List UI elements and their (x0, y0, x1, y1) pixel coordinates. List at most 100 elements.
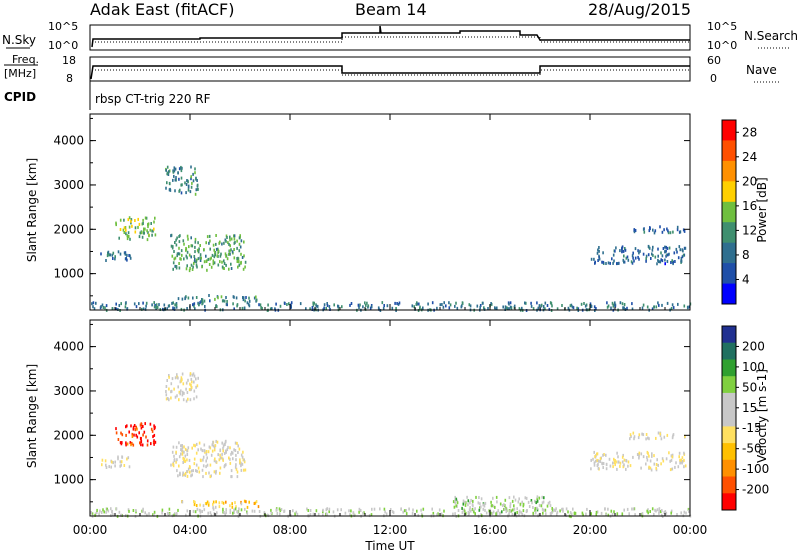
data-cell (663, 511, 666, 514)
velocity-colorbar-label: Velocity [m s-1] (755, 369, 769, 463)
data-cell (633, 228, 636, 232)
data-cell (556, 510, 559, 514)
data-cell (198, 508, 201, 512)
data-cell (246, 301, 249, 305)
data-cell (145, 216, 148, 220)
data-cell (210, 256, 212, 260)
data-cell (232, 457, 234, 461)
data-cell (366, 301, 368, 305)
data-cell (151, 229, 153, 233)
data-cell (184, 471, 187, 475)
data-cell (124, 226, 127, 229)
data-cell (223, 241, 225, 245)
data-cell (115, 507, 118, 511)
data-cell (126, 237, 129, 241)
data-cell (133, 302, 136, 306)
data-cell (248, 299, 251, 303)
data-cell (622, 453, 624, 457)
data-cell (678, 451, 681, 455)
data-cell (562, 509, 564, 513)
data-cell (553, 508, 555, 512)
velocity-ylabel: Slant Range [km] (25, 364, 39, 468)
data-cell (280, 508, 283, 511)
data-cell (623, 458, 626, 462)
data-cell (651, 452, 653, 456)
data-cell (162, 307, 164, 311)
data-cell (546, 504, 549, 508)
data-cell (182, 398, 185, 402)
data-cell (506, 306, 508, 310)
data-cell (244, 507, 246, 511)
data-cell (118, 510, 121, 514)
data-cell (645, 437, 647, 441)
data-cell (223, 259, 225, 263)
data-cell (208, 263, 211, 266)
data-cell (642, 227, 645, 231)
data-cell (532, 511, 534, 515)
data-cell (233, 248, 235, 251)
data-cell (659, 432, 661, 436)
data-cell (221, 456, 223, 460)
data-cell (623, 254, 625, 258)
freq-unit-label: [MHz] (4, 67, 36, 80)
data-cell (179, 392, 181, 396)
data-cell (642, 252, 645, 256)
data-cell (169, 188, 172, 192)
data-cell (119, 441, 122, 445)
data-cell (666, 260, 669, 263)
data-cell (241, 455, 244, 459)
data-cell (178, 177, 180, 181)
data-cell (594, 455, 596, 459)
data-cell (122, 228, 125, 232)
data-cell (178, 235, 180, 238)
colorbar-segment (722, 493, 736, 511)
data-cell (513, 513, 516, 517)
data-cell (648, 246, 651, 250)
data-cell (229, 249, 231, 253)
data-cell (158, 303, 160, 307)
data-cell (117, 457, 119, 461)
data-cell (605, 513, 607, 517)
data-cell (222, 507, 224, 511)
data-cell (168, 387, 170, 391)
data-cell (197, 257, 200, 261)
data-cell (538, 496, 541, 500)
data-cell (403, 509, 406, 513)
data-cell (215, 247, 218, 251)
data-cell (172, 306, 174, 310)
data-cell (230, 248, 232, 252)
data-cell (171, 254, 174, 258)
data-cell (196, 507, 199, 511)
data-cell (198, 303, 200, 307)
data-cell (170, 396, 172, 400)
data-cell (615, 460, 617, 464)
data-cell (672, 230, 674, 234)
colorbar-segment (722, 426, 736, 444)
data-cell (422, 306, 424, 310)
data-cell (570, 512, 573, 516)
colorbar-tick-label: 50 (742, 380, 757, 394)
data-cell (175, 238, 177, 242)
data-cell (112, 251, 115, 255)
data-cell (648, 437, 650, 441)
data-cell (193, 503, 196, 507)
data-cell (624, 248, 627, 252)
data-cell (149, 422, 152, 426)
freq-panel: Freq. [MHz] 18 8 60 0 Nave (4, 53, 780, 85)
data-cell (242, 450, 244, 454)
data-cell (210, 265, 213, 269)
data-cell (199, 244, 201, 247)
data-cell (681, 459, 684, 463)
data-cell (178, 390, 181, 394)
data-cell (92, 301, 95, 305)
data-cell (126, 442, 129, 446)
data-cell (593, 305, 596, 309)
data-cell (637, 436, 640, 440)
data-cell (431, 301, 434, 305)
data-cell (641, 306, 644, 310)
nsearch-tick-bottom: 10^0 (707, 39, 737, 52)
data-cell (598, 257, 601, 261)
data-cell (585, 512, 587, 516)
data-cell (202, 464, 205, 468)
data-cell (194, 171, 196, 175)
